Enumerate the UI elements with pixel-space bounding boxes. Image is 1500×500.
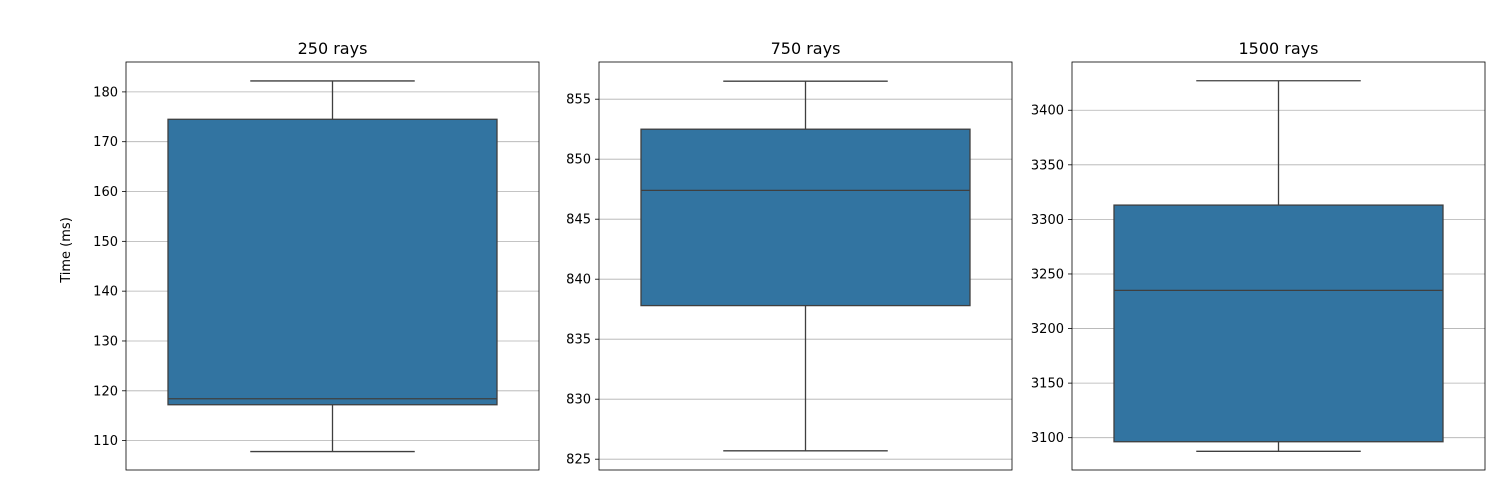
y-tick-label: 170 [93, 135, 118, 150]
y-tick-label: 3150 [1031, 377, 1064, 392]
y-tick-label: 840 [566, 273, 591, 288]
y-tick-label: 140 [93, 285, 118, 300]
y-tick-label: 160 [93, 185, 118, 200]
y-tick-label: 3400 [1031, 104, 1064, 119]
y-tick-label: 3250 [1031, 267, 1064, 282]
panel-title: 750 rays [771, 39, 841, 58]
y-tick-label: 855 [566, 93, 591, 108]
axes-frame [1071, 61, 1486, 471]
y-tick-label: 180 [93, 85, 118, 100]
y-tick-label: 835 [566, 333, 591, 348]
panel-title: 250 rays [298, 39, 368, 58]
y-tick-label: 110 [93, 434, 118, 449]
axes-frame [598, 61, 1013, 471]
iqr-box [1113, 204, 1444, 443]
y-tick-label: 850 [566, 153, 591, 168]
y-axis-label: Time (ms) [59, 217, 74, 284]
y-tick-label: 3300 [1031, 213, 1064, 228]
iqr-box [167, 118, 498, 406]
y-tick-label: 3350 [1031, 158, 1064, 173]
y-tick-label: 120 [93, 384, 118, 399]
y-tick-label: 3200 [1031, 322, 1064, 337]
y-tick-label: 830 [566, 393, 591, 408]
iqr-box [640, 128, 971, 307]
y-tick-label: 3100 [1031, 431, 1064, 446]
y-tick-label: 150 [93, 235, 118, 250]
axes-frame [125, 61, 540, 471]
y-tick-label: 825 [566, 453, 591, 468]
panel-title: 1500 rays [1239, 39, 1319, 58]
y-tick-label: 130 [93, 334, 118, 349]
y-tick-label: 845 [566, 213, 591, 228]
